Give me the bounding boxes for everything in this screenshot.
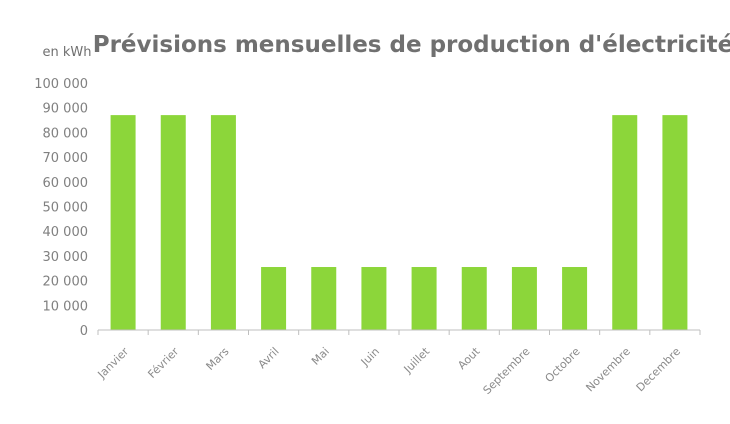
bar	[311, 267, 337, 330]
bar	[110, 115, 136, 330]
x-tick-label: Mai	[309, 345, 332, 368]
y-axis-ticks: 0 10 000 20 000 30 000 40 000 50 000 60 000 70 …	[34, 77, 88, 339]
x-tick-label: Juillet	[401, 344, 433, 376]
x-tick-label: Decembre	[634, 345, 684, 395]
y-tick-label: 100 000	[34, 77, 88, 92]
x-tick-label: Novembre	[583, 345, 633, 395]
x-tick-label: Septembre	[481, 345, 533, 397]
y-tick-label: 30 000	[43, 250, 89, 265]
bar	[210, 115, 236, 330]
x-tick-label: Janvier	[95, 345, 132, 382]
y-tick-label: 10 000	[43, 299, 89, 314]
bar	[411, 267, 437, 330]
bar	[160, 115, 186, 330]
x-tick-label: Février	[145, 345, 181, 381]
y-tick-label: 70 000	[43, 151, 89, 166]
y-tick-label: 20 000	[43, 275, 89, 290]
y-tick-label: 60 000	[43, 176, 89, 191]
y-tick-label: 90 000	[43, 102, 89, 117]
x-tick-label: Octobre	[543, 345, 583, 385]
x-tick-label: Avril	[256, 345, 282, 371]
x-tick-label: Aout	[455, 344, 483, 372]
y-axis-unit: en kWh	[43, 45, 92, 60]
x-tick-label: Mars	[204, 345, 232, 373]
bar	[612, 115, 638, 330]
bars	[110, 115, 688, 330]
y-tick-label: 80 000	[43, 126, 89, 141]
bar	[562, 267, 588, 330]
bar	[361, 267, 387, 330]
y-tick-label: 0	[80, 324, 88, 339]
bar	[261, 267, 287, 330]
bar	[662, 115, 688, 330]
y-tick-label: 40 000	[43, 225, 89, 240]
x-axis-labels: Janvier Février Mars Avril Mai Juin Juillet Aou…	[95, 344, 684, 396]
chart-title: Prévisions mensuelles de production d'él…	[93, 32, 730, 58]
bar	[511, 267, 537, 330]
bar	[461, 267, 487, 330]
x-axis	[97, 329, 701, 335]
y-tick-label: 50 000	[43, 201, 89, 216]
x-tick-label: Juin	[358, 345, 382, 369]
